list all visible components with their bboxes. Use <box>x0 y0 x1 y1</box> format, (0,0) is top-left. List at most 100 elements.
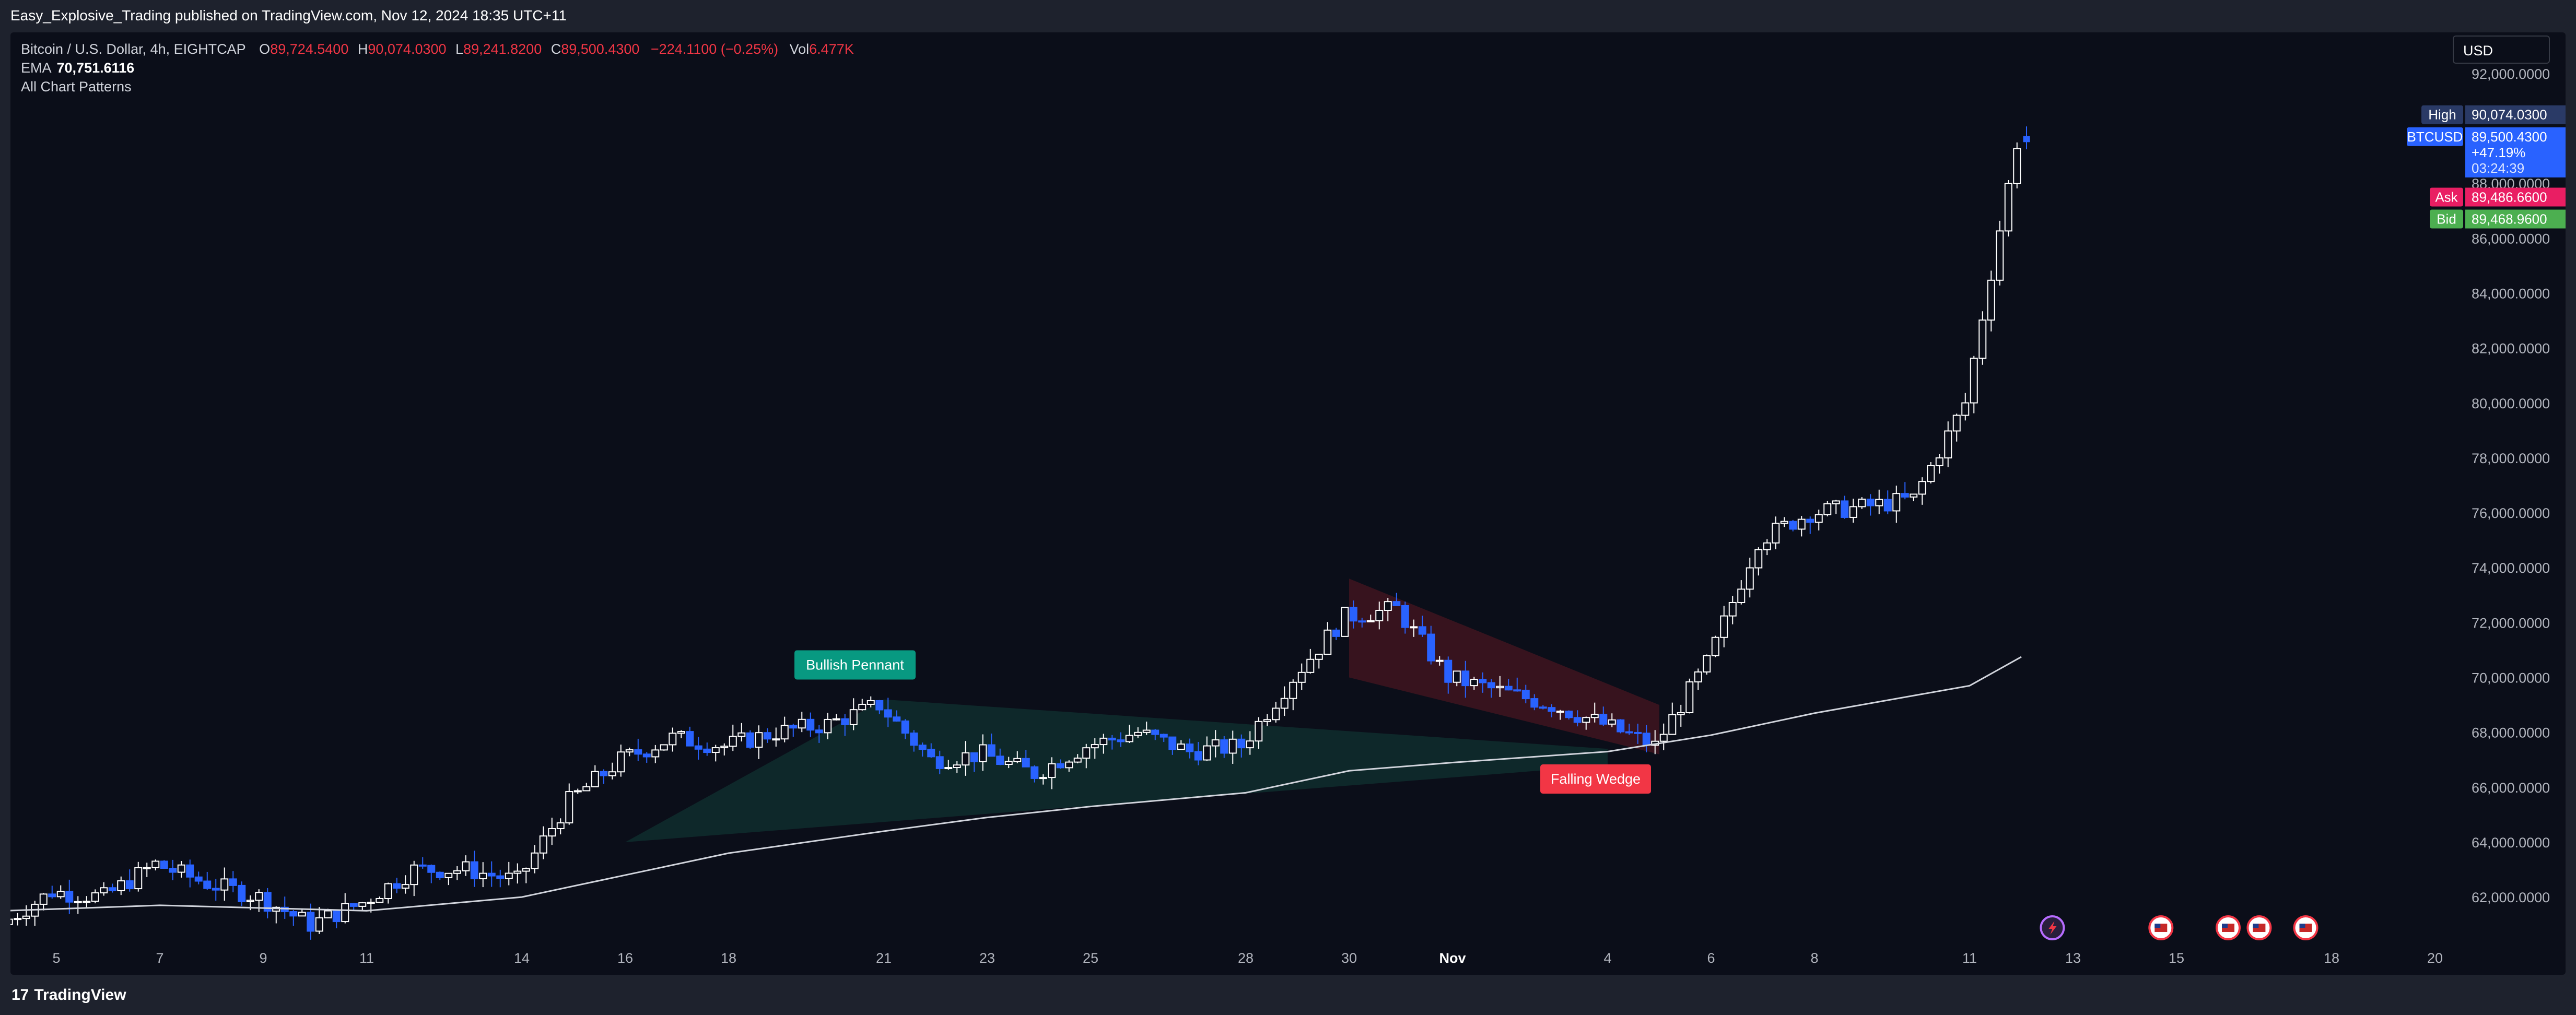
candle[interactable] <box>1746 567 1754 590</box>
candle[interactable] <box>1324 629 1332 655</box>
candle[interactable] <box>1315 654 1323 660</box>
candlestick-chart[interactable]: Bullish Pennant Falling Wedge 5 7 9 11 14 16 18 2… <box>10 32 2566 975</box>
candle[interactable] <box>1366 620 1375 622</box>
candle[interactable] <box>1177 743 1185 750</box>
candle[interactable] <box>1573 717 1582 723</box>
candle[interactable] <box>1073 757 1082 763</box>
candle[interactable] <box>298 912 306 917</box>
ema-row[interactable]: EMA 70,751.6116 <box>21 58 854 77</box>
candle[interactable] <box>14 918 22 920</box>
candle[interactable] <box>1384 601 1392 611</box>
candle[interactable] <box>1427 633 1435 662</box>
candle[interactable] <box>1763 542 1771 550</box>
candle[interactable] <box>1659 734 1668 742</box>
candle[interactable] <box>1341 607 1349 637</box>
candle[interactable] <box>1168 736 1177 750</box>
candle[interactable] <box>1625 731 1633 734</box>
candle[interactable] <box>1151 729 1160 735</box>
candle[interactable] <box>927 749 935 758</box>
candle[interactable] <box>703 748 711 753</box>
candle[interactable] <box>1548 707 1556 712</box>
candle[interactable] <box>625 749 634 753</box>
candle[interactable] <box>1952 415 1961 432</box>
candle[interactable] <box>884 709 892 718</box>
candle[interactable] <box>1823 503 1832 515</box>
candle[interactable] <box>591 771 599 787</box>
candle[interactable] <box>1728 602 1737 617</box>
candle[interactable] <box>470 861 478 880</box>
candle[interactable] <box>935 756 944 769</box>
candle[interactable] <box>789 725 798 729</box>
candle[interactable] <box>462 861 470 871</box>
candle[interactable] <box>944 767 953 770</box>
candle[interactable] <box>539 835 547 854</box>
candle[interactable] <box>651 749 660 758</box>
candle[interactable] <box>487 872 496 877</box>
candle[interactable] <box>1056 763 1064 769</box>
candle[interactable] <box>108 887 116 891</box>
candle[interactable] <box>263 892 272 912</box>
candle[interactable] <box>349 903 358 907</box>
candle[interactable] <box>806 718 815 731</box>
candle[interactable] <box>453 870 461 874</box>
candle[interactable] <box>1996 230 2004 281</box>
candle[interactable] <box>772 738 780 741</box>
chart-panel[interactable]: Bullish Pennant Falling Wedge 5 7 9 11 14 16 18 2… <box>10 32 2566 975</box>
candle[interactable] <box>358 902 367 907</box>
candle[interactable] <box>1065 761 1073 769</box>
candle[interactable] <box>83 901 91 903</box>
candle[interactable] <box>746 732 754 748</box>
candle[interactable] <box>1961 402 1970 416</box>
candle[interactable] <box>1832 500 1840 504</box>
candle[interactable] <box>1521 690 1530 700</box>
candle[interactable] <box>962 752 970 766</box>
last-price-block[interactable] <box>2465 127 2566 178</box>
candle[interactable] <box>1228 738 1237 754</box>
candle[interactable] <box>1927 465 1935 482</box>
candle[interactable] <box>1780 521 1788 524</box>
candle[interactable] <box>1642 733 1650 746</box>
candle[interactable] <box>1875 499 1883 506</box>
candle[interactable] <box>1703 655 1711 673</box>
candle[interactable] <box>970 752 978 762</box>
candle[interactable] <box>1668 714 1677 735</box>
candle[interactable] <box>496 875 505 879</box>
candle[interactable] <box>1410 626 1418 629</box>
candle[interactable] <box>134 867 143 890</box>
candle[interactable] <box>410 864 418 886</box>
candle[interactable] <box>56 891 65 898</box>
candle[interactable] <box>1280 698 1289 709</box>
candle[interactable] <box>1711 636 1719 656</box>
candle[interactable] <box>246 900 254 902</box>
candle[interactable] <box>1461 670 1470 687</box>
candle[interactable] <box>289 911 298 917</box>
candle[interactable] <box>556 822 565 830</box>
candle[interactable] <box>720 746 729 749</box>
candle[interactable] <box>1737 588 1746 604</box>
candle[interactable] <box>1108 737 1116 741</box>
candle[interactable] <box>1789 521 1797 530</box>
currency-selector[interactable]: USD <box>2453 36 2550 64</box>
candle[interactable] <box>307 912 315 932</box>
candle[interactable] <box>194 876 203 882</box>
candle[interactable] <box>1556 711 1564 713</box>
candle[interactable] <box>332 910 341 923</box>
candle[interactable] <box>832 718 840 721</box>
candle[interactable] <box>824 718 832 734</box>
candle[interactable] <box>1634 731 1642 734</box>
candle[interactable] <box>1186 743 1194 752</box>
candle[interactable] <box>522 868 530 872</box>
candle[interactable] <box>48 893 56 898</box>
candle[interactable] <box>634 749 642 755</box>
candle[interactable] <box>1720 615 1728 638</box>
candle[interactable] <box>100 887 108 894</box>
candle[interactable] <box>1358 620 1366 623</box>
candle[interactable] <box>1677 712 1685 715</box>
candle[interactable] <box>1453 670 1461 683</box>
candle[interactable] <box>798 718 806 729</box>
candle[interactable] <box>1194 751 1202 761</box>
candle[interactable] <box>10 918 13 925</box>
candle[interactable] <box>763 732 771 740</box>
candle[interactable] <box>39 893 48 905</box>
candle[interactable] <box>324 910 332 918</box>
